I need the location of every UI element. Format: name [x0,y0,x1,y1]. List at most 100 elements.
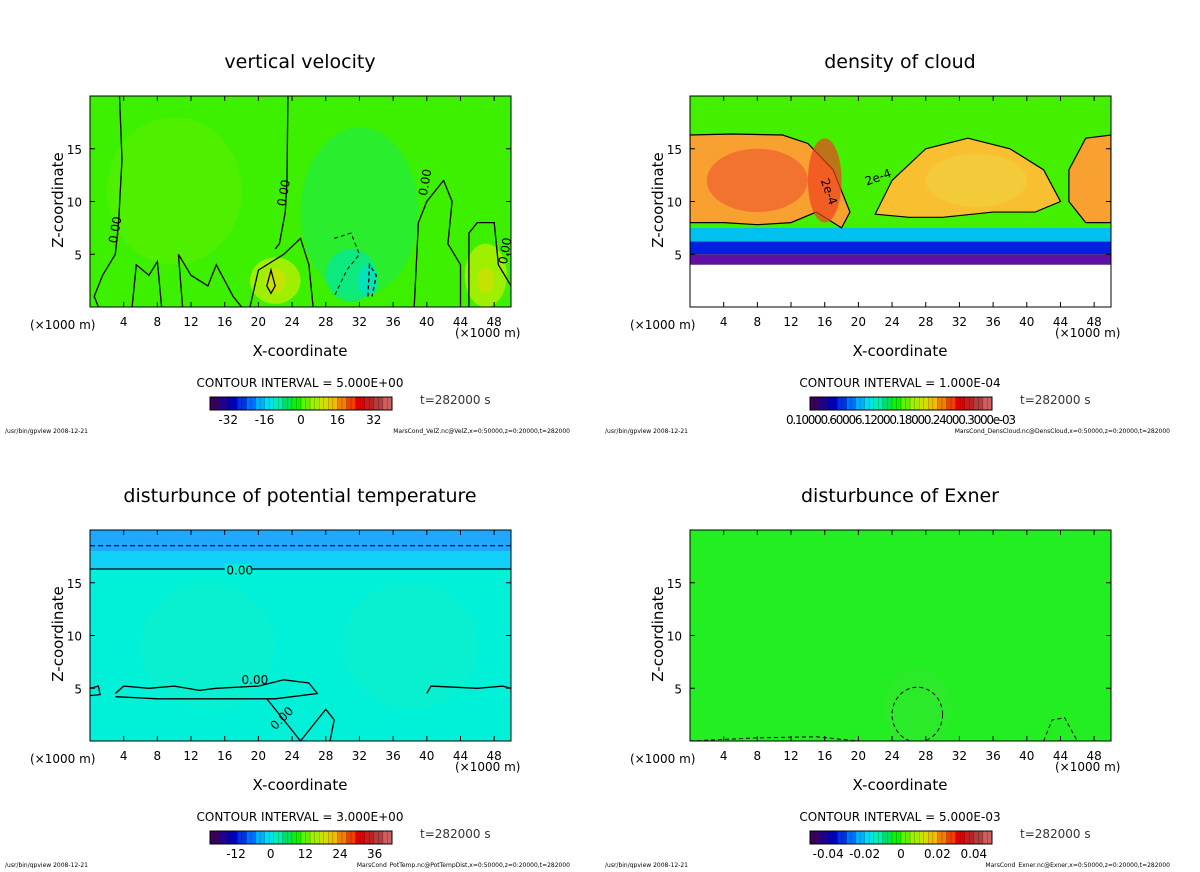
colorbar: 0.10000.60006.12000.18000.24000.3000e-03 [786,396,1016,427]
x-tick-label: 20 [851,315,866,329]
colorbar-swatch [814,397,820,410]
footer-program: /usr/bin/gpview 2008-12-21 [5,428,88,435]
x-tick-label: 48 [1087,749,1102,763]
x-tick-label: 12 [783,315,798,329]
colorbar-swatch [937,397,943,410]
colorbar-swatch [291,831,297,844]
colorbar-swatch [969,397,975,410]
colorbar-swatch [337,397,343,410]
colorbar-swatch [873,831,879,844]
colorbar-swatch [896,397,902,410]
x-tick-label: 40 [419,749,434,763]
colorbar-swatch [855,831,861,844]
time-label: t=282000 s [420,393,491,407]
colorbar-swatch [346,397,352,410]
colorbar-swatch [355,397,361,410]
colorbar-swatch [960,397,965,410]
contour-line [177,253,243,307]
colorbar-swatch [382,831,388,844]
colorbar-swatch [905,397,911,410]
colorbar-swatch [346,831,352,844]
x-tick-label: 4 [120,749,128,763]
colorbar-swatch [237,397,243,410]
contour-interval: CONTOUR INTERVAL = 5.000E+00 [197,376,404,390]
contour-label: 0.00 [106,215,124,244]
colorbar-swatch [319,831,325,844]
field-band [690,254,1111,265]
x-tick-label: 28 [318,315,333,329]
colorbar-swatch [814,831,820,844]
x-unit-label: (×1000 m) [455,760,520,774]
colorbar-swatch [278,397,284,410]
colorbar-swatch [978,831,984,844]
colorbar-swatch [223,831,229,844]
y-tick-label: 5 [74,248,82,262]
y-tick-label: 10 [67,630,82,644]
colorbar-tick-label: 16 [330,413,345,427]
colorbar-tick-label: 0 [897,847,905,861]
colorbar-swatch [923,831,929,844]
footer-program: /usr/bin/gpview 2008-12-21 [605,428,688,435]
colorbar-swatch [878,397,884,410]
colorbar-swatch [919,831,925,844]
x-tick-label: 32 [952,749,967,763]
colorbar-swatch [891,831,897,844]
x-tick-label: 8 [754,315,762,329]
colorbar-swatch [810,831,815,844]
x-tick-label: 44 [453,315,468,329]
colorbar-swatch [341,397,347,410]
colorbar-tick-label: -16 [255,413,275,427]
x-unit-label: (×1000 m) [1055,326,1120,340]
colorbar-swatch [378,397,384,410]
contour-line [93,96,123,307]
x-axis-label: X-coordinate [253,342,348,360]
colorbar-swatch [837,831,843,844]
contour-line [90,685,101,697]
x-unit-label: (×1000 m) [630,318,695,332]
colorbar-swatch [246,831,252,844]
colorbar-swatch [314,831,320,844]
colorbar-swatch [914,831,920,844]
colorbar-swatch [264,397,270,410]
x-tick-label: 16 [817,315,832,329]
chart-title: disturbunce of potential temperature [123,485,476,507]
colorbar-swatch [828,831,834,844]
time-label: t=282000 s [1020,393,1091,407]
colorbar-swatch [232,831,238,844]
colorbar-swatch [887,397,893,410]
colorbar-swatch [823,397,829,410]
x-tick-label: 28 [918,749,933,763]
field-blob [706,148,808,213]
colorbar-swatch [850,831,856,844]
footer-source: MarsCond_DensCloud.nc@DensCloud,x=0:5000… [955,428,1170,435]
x-axis-label: X-coordinate [853,342,948,360]
x-tick-label: 20 [251,315,266,329]
colorbar-swatch [973,831,979,844]
colorbar-swatch [210,831,215,844]
colorbar-swatch [260,831,265,844]
contour-label: 0.00 [416,168,434,197]
colorbar-swatch [982,831,988,844]
colorbar-swatch [378,831,384,844]
x-tick-label: 20 [251,749,266,763]
y-tick-label: 10 [667,196,682,210]
colorbar-swatch [310,397,315,410]
colorbar-swatch [255,831,261,844]
contour-label: 0.00 [242,673,269,687]
colorbar-swatch [955,831,961,844]
colorbar-swatch [823,831,829,844]
colorbar-swatch [341,831,347,844]
time-label: t=282000 s [420,827,491,841]
contour-line [333,232,360,297]
x-tick-label: 24 [884,749,899,763]
contour-line [249,237,314,307]
colorbar-tick-label: 32 [366,413,381,427]
colorbar-swatch [323,831,329,844]
x-unit-label: (×1000 m) [455,326,520,340]
colorbar-swatch [873,397,879,410]
colorbar-swatch [914,397,920,410]
colorbar-swatch [328,397,334,410]
x-tick-label: 36 [385,315,400,329]
x-tick-label: 40 [419,315,434,329]
